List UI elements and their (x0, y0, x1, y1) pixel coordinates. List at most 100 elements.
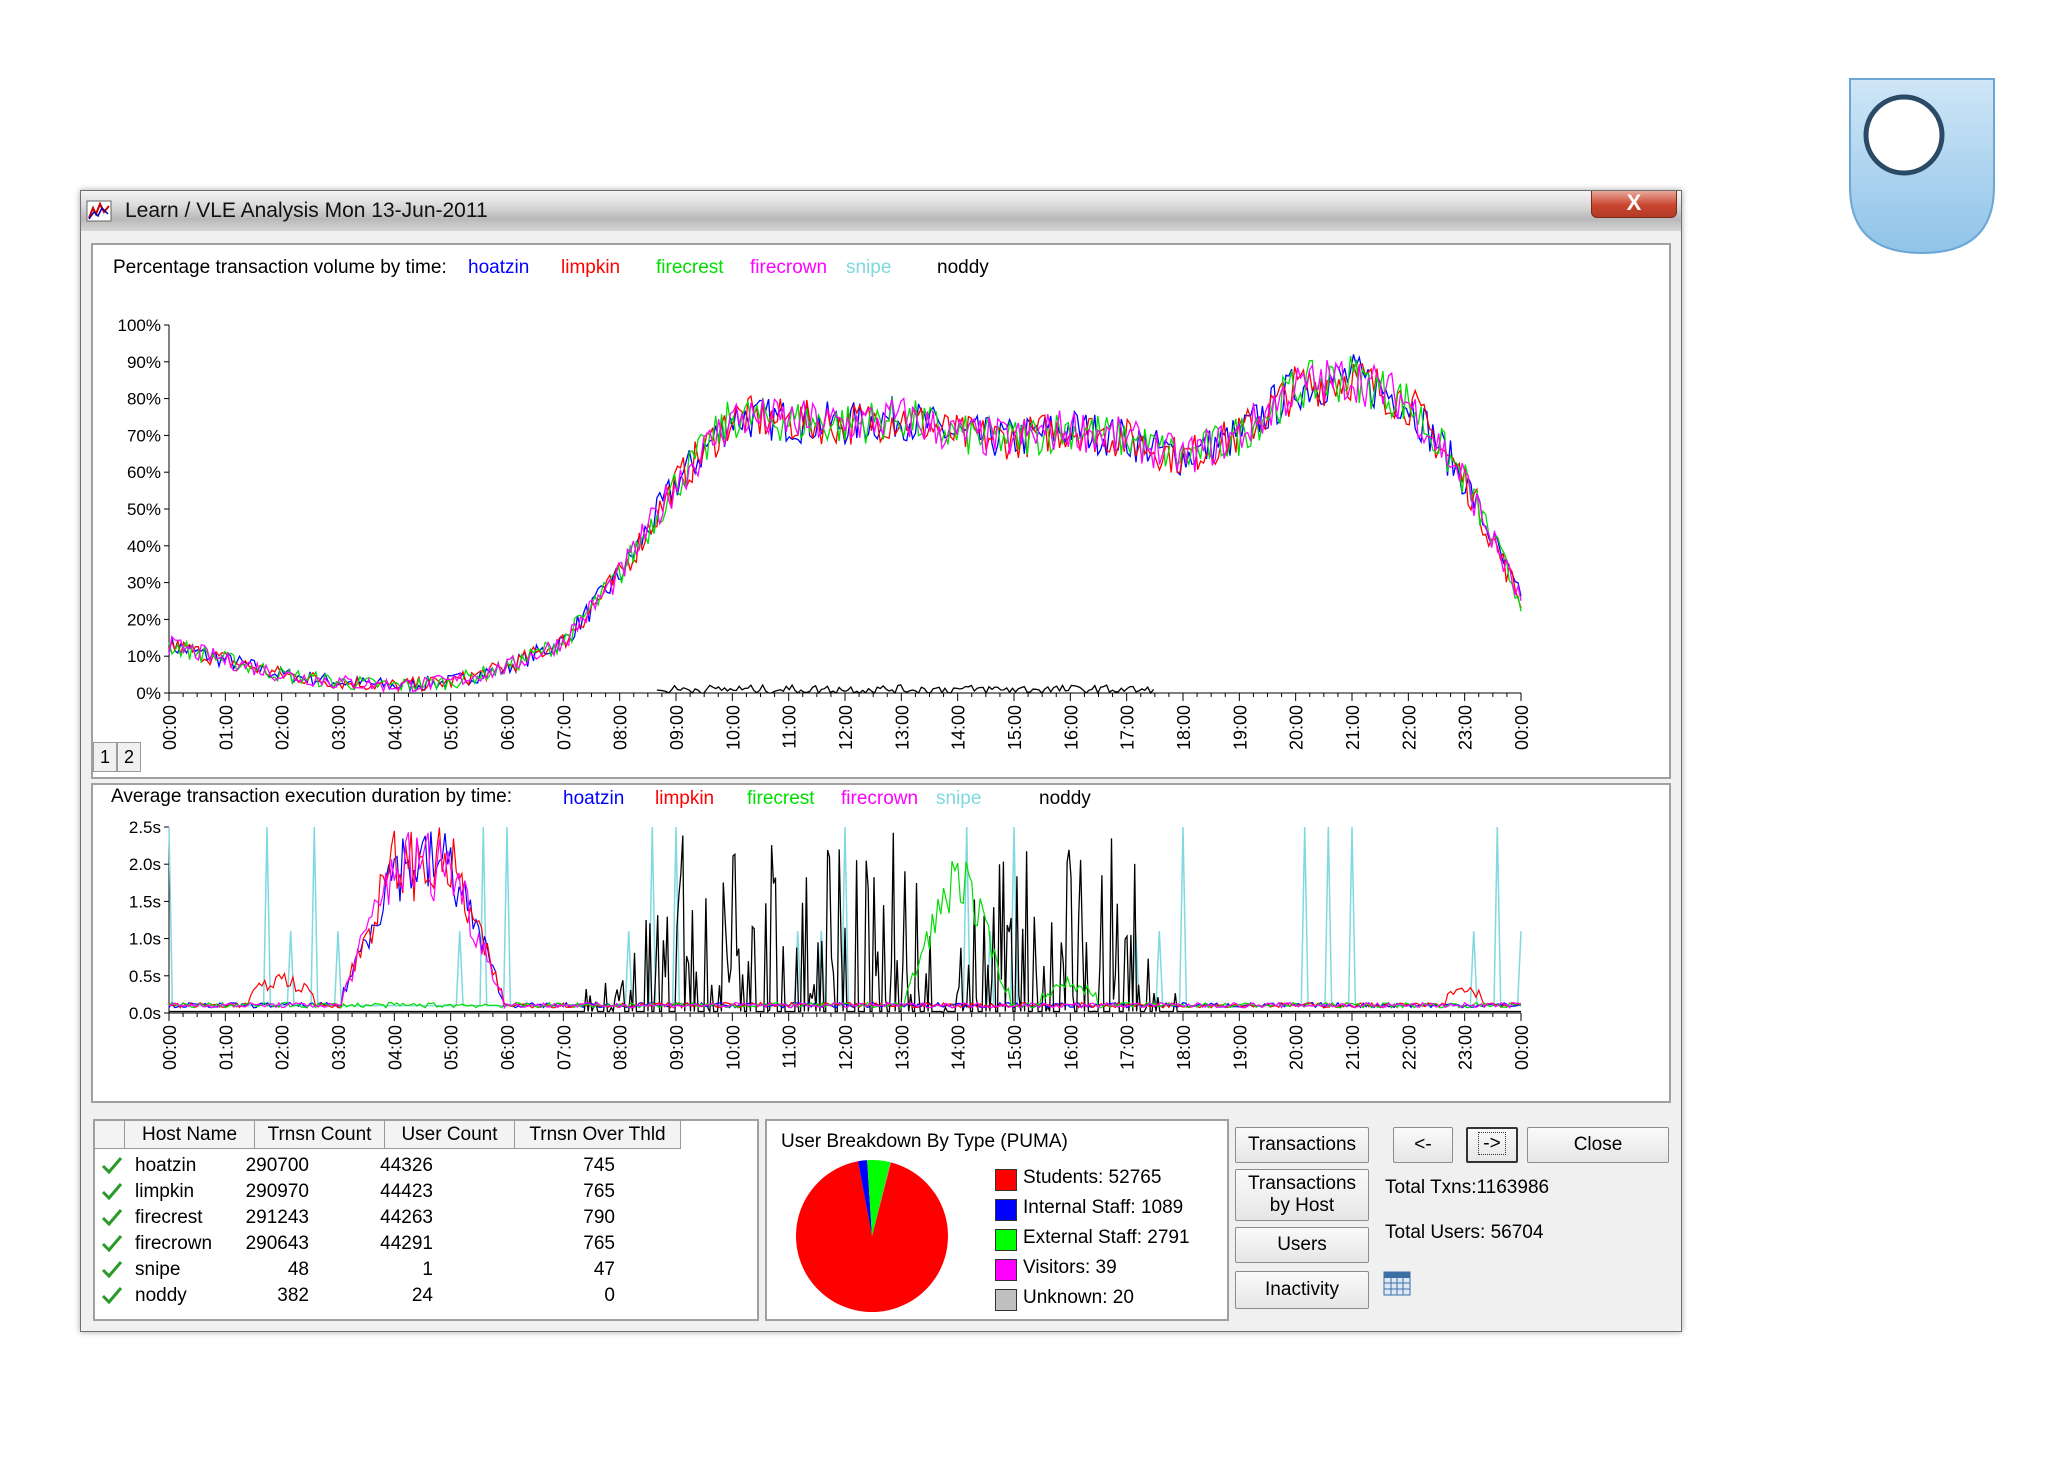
transactions-button[interactable]: Transactions (1235, 1127, 1369, 1163)
duration-y-tick-label: 1.5s (129, 892, 161, 911)
duration-legend-hoatzin: hoatzin (563, 788, 625, 809)
volume-x-tick-label: 21:00 (1343, 705, 1363, 750)
legend-swatch (995, 1259, 1017, 1281)
volume-x-tick-label: 08:00 (611, 705, 631, 750)
volume-x-tick-label: 23:00 (1456, 705, 1476, 750)
duration-x-tick-label: 20:00 (1287, 1025, 1307, 1070)
next-button-label: -> (1478, 1132, 1506, 1155)
duration-x-tick-label: 00:00 (1512, 1025, 1532, 1070)
checkmark-icon[interactable] (101, 1181, 123, 1201)
duration-x-tick-label: 11:00 (780, 1025, 800, 1069)
users-button-label: Users (1277, 1234, 1327, 1255)
duration-y-tick-label: 1.0s (129, 930, 161, 949)
host-cell-count: 48 (287, 1259, 309, 1280)
user-breakdown-panel: User Breakdown By Type (PUMA) Students: … (765, 1119, 1229, 1321)
duration-x-tick-label: 02:00 (273, 1025, 293, 1070)
pie-slice-internal-staff (858, 1160, 872, 1236)
pie-slice-visitors (872, 1162, 891, 1236)
host-cell-users: 44291 (380, 1233, 433, 1254)
total-transactions: Total Txns:1163986 (1385, 1177, 1550, 1198)
page-2-button[interactable]: 2 (117, 742, 141, 772)
volume-series-limpkin (168, 363, 1522, 693)
host-row[interactable]: snipe 48 1 47 (95, 1257, 695, 1283)
inactivity-button[interactable]: Inactivity (1235, 1271, 1369, 1309)
chart-page-selector: 1 2 (93, 742, 141, 772)
checkmark-icon[interactable] (101, 1207, 123, 1227)
duration-chart-panel: 0.0s 0.5s 1.0s 1.5s 2.0s 2.5s 00:00 01:00 02:00 0… (91, 783, 1671, 1103)
users-button[interactable]: Users (1235, 1227, 1369, 1263)
volume-chart-panel: 0% 10% 20% 30% 40% 50% 60% 70% 80% 90% 100% 00:00 01… (91, 243, 1671, 779)
volume-x-tick-label: 00:00 (160, 705, 180, 750)
close-button-label: Close (1573, 1134, 1623, 1155)
close-button[interactable]: Close (1527, 1127, 1669, 1163)
host-row[interactable]: limpkin 290970 44423 765 (95, 1179, 695, 1205)
duration-y-tick-label: 0.5s (129, 967, 161, 986)
duration-x-tick-label: 15:00 (1005, 1025, 1025, 1070)
volume-legend-snipe: snipe (846, 257, 892, 278)
host-cell-users: 24 (411, 1285, 433, 1306)
volume-x-tick-label: 11:00 (780, 705, 800, 749)
volume-y-tick-label: 20% (127, 610, 161, 629)
host-cell-over: 765 (583, 1181, 615, 1202)
duration-x-tick-label: 09:00 (667, 1025, 687, 1070)
window-close-button[interactable]: X (1591, 191, 1677, 218)
host-table-header: Host Name Trnsn Count User Count Trnsn O… (95, 1121, 757, 1149)
host-row[interactable]: firecrest 291243 44263 790 (95, 1205, 695, 1231)
host-cell-users: 44326 (380, 1155, 433, 1176)
volume-legend-firecrest: firecrest (656, 257, 724, 278)
volume-y-tick-label: 60% (127, 463, 161, 482)
volume-series-firecrest (168, 355, 1522, 692)
legend-swatch (995, 1289, 1017, 1311)
host-cell-over: 765 (583, 1233, 615, 1254)
host-header-name[interactable]: Host Name (125, 1121, 255, 1149)
volume-y-tick-label: 40% (127, 537, 161, 556)
host-cell-over: 47 (593, 1259, 615, 1280)
host-header-over[interactable]: Trnsn Over Thld (515, 1121, 681, 1149)
next-button[interactable]: -> (1466, 1127, 1518, 1163)
duration-x-tick-label: 19:00 (1230, 1025, 1250, 1070)
checkmark-icon[interactable] (101, 1259, 123, 1279)
host-row[interactable]: firecrown 290643 44291 765 (95, 1231, 695, 1257)
volume-x-tick-label: 02:00 (273, 705, 293, 750)
duration-y-tick-label: 2.5s (129, 818, 161, 837)
duration-legend-limpkin: limpkin (655, 788, 715, 809)
volume-x-tick-label: 07:00 (554, 705, 574, 750)
transactions-by-host-button[interactable]: Transactions by Host (1235, 1169, 1369, 1221)
duration-legend-snipe: snipe (936, 788, 982, 809)
duration-legend-firecrest: firecrest (747, 788, 815, 809)
host-cell-name: noddy (135, 1285, 187, 1306)
checkmark-icon[interactable] (101, 1285, 123, 1305)
host-cell-name: firecrest (135, 1207, 203, 1228)
previous-button[interactable]: <- (1393, 1127, 1453, 1163)
host-header-count[interactable]: Trnsn Count (255, 1121, 385, 1149)
volume-x-tick-label: 10:00 (723, 705, 743, 750)
duration-y-tick-label: 0.0s (129, 1004, 161, 1023)
transactions-button-label: Transactions (1247, 1134, 1357, 1155)
legend-swatch (995, 1169, 1017, 1191)
transactions-by-host-label-2: by Host (1269, 1195, 1335, 1216)
calendar-icon[interactable] (1383, 1269, 1411, 1297)
host-header-users[interactable]: User Count (385, 1121, 515, 1149)
volume-x-tick-label: 05:00 (442, 705, 462, 750)
host-row[interactable]: noddy 382 24 0 (95, 1283, 695, 1309)
volume-y-tick-label: 80% (127, 390, 161, 409)
checkmark-icon[interactable] (101, 1233, 123, 1253)
duration-chart-title: Average transaction execution duration b… (111, 786, 512, 807)
host-row[interactable]: hoatzin 290700 44326 745 (95, 1153, 695, 1179)
volume-y-tick-label: 10% (127, 647, 161, 666)
duration-legend-noddy: noddy (1039, 788, 1091, 809)
legend-label: External Staff: 2791 (1023, 1227, 1190, 1248)
pie-slice-unknown (872, 1162, 891, 1236)
host-cell-over: 745 (583, 1155, 615, 1176)
checkmark-icon[interactable] (101, 1155, 123, 1175)
duration-x-tick-label: 13:00 (892, 1025, 912, 1070)
page-1-button[interactable]: 1 (93, 742, 117, 772)
duration-series-noddy (169, 832, 1521, 1014)
user-breakdown-title: User Breakdown By Type (PUMA) (781, 1131, 1068, 1152)
volume-x-tick-label: 16:00 (1061, 705, 1081, 750)
host-cell-count: 290970 (245, 1181, 309, 1202)
pie-slice-external-staff (867, 1160, 891, 1236)
volume-x-tick-label: 18:00 (1174, 705, 1194, 750)
host-cell-over: 790 (583, 1207, 615, 1228)
host-cell-count: 291243 (245, 1207, 309, 1228)
